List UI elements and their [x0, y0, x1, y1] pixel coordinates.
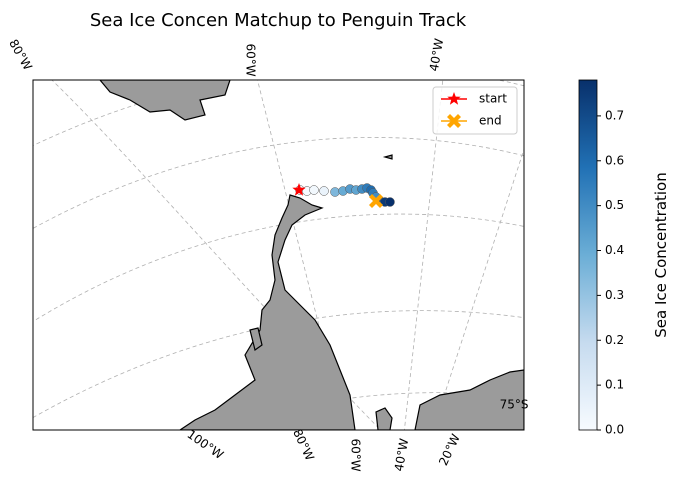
colorbar-tick-label: 0.7 [605, 108, 624, 122]
legend-label: end [479, 114, 502, 128]
gridline-label: 80°W [290, 427, 317, 463]
colorbar [578, 79, 598, 431]
colorbar-tick-label: 0.4 [605, 243, 624, 257]
legend-label: start [479, 92, 507, 106]
legend-marker [447, 114, 461, 128]
track-point [385, 197, 395, 207]
gridline-label: 40°W [427, 37, 447, 72]
track-point [330, 187, 340, 197]
gridline-label: 60°W [244, 43, 258, 76]
marker-0 [292, 183, 306, 196]
land-southeast [414, 369, 524, 430]
gridline-label: 100°W [185, 427, 227, 462]
title: Sea Ice Concen Matchup to Penguin Track [90, 10, 467, 31]
track-point [319, 186, 329, 196]
gridline-label: 80°W [6, 37, 35, 73]
colorbar-label: Sea Ice Concentration [652, 172, 670, 338]
gridline-label: 40°W [392, 437, 412, 472]
island [382, 154, 393, 160]
colorbar-tick-label: 0.3 [605, 288, 624, 302]
island [375, 407, 393, 430]
island [249, 327, 263, 352]
colorbar-tick-label: 0.5 [605, 198, 624, 212]
colorbar-tick-label: 0.1 [605, 378, 624, 392]
marker-1 [369, 194, 383, 208]
antarctic-peninsula [178, 194, 356, 430]
map-frame [32, 79, 525, 431]
map [33, 80, 524, 430]
legend-marker [447, 92, 461, 105]
gridline-label: 60°W [349, 438, 363, 471]
gridline-label: 20°W [436, 432, 463, 468]
south-america [99, 80, 231, 121]
colorbar-tick-label: 0.2 [605, 333, 624, 347]
track-point [309, 185, 319, 195]
gridline-label: 75°S [500, 398, 529, 412]
colorbar-tick-label: 0.0 [605, 423, 624, 437]
colorbar-tick-label: 0.6 [605, 153, 624, 167]
